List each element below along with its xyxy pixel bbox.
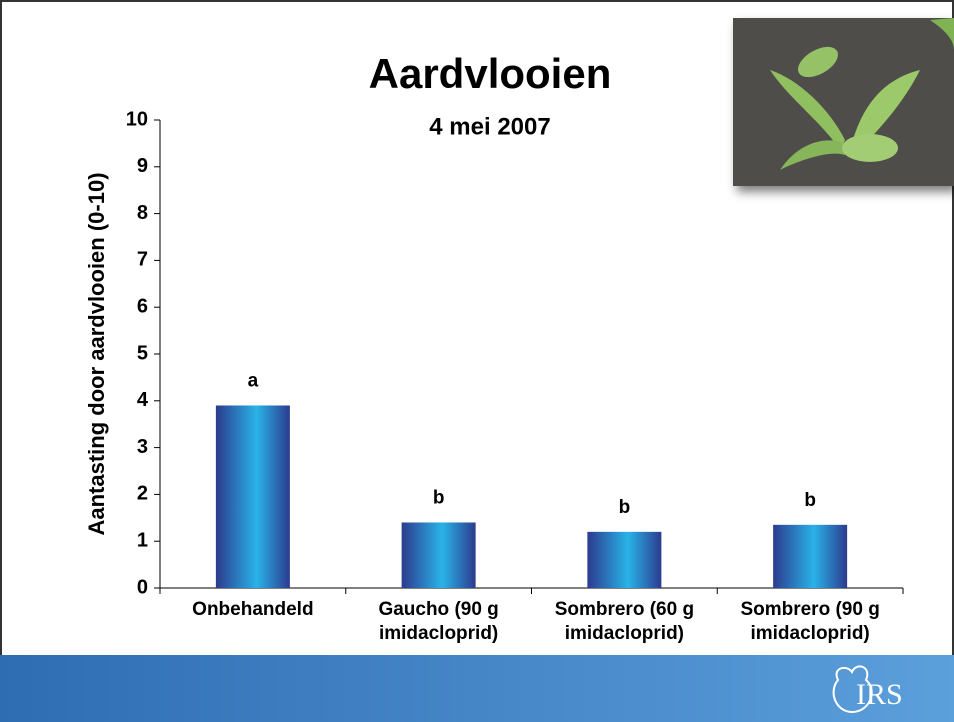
photo <box>733 18 954 186</box>
y-tick-label: 0 <box>137 576 148 598</box>
bar <box>402 522 476 588</box>
bar <box>587 532 661 588</box>
y-tick-label: 4 <box>137 389 149 411</box>
x-tick-label: Onbehandeld <box>192 599 313 620</box>
annotation: b <box>619 497 631 518</box>
y-tick-label: 1 <box>137 529 148 551</box>
chart-title: Aardvlooien <box>369 50 612 97</box>
bar <box>773 525 847 588</box>
y-tick-label: 2 <box>137 483 148 505</box>
chart-subtitle: 4 mei 2007 <box>429 113 550 140</box>
y-tick-label: 5 <box>137 342 148 364</box>
y-tick-label: 3 <box>137 436 148 458</box>
y-tick-label: 10 <box>126 108 148 130</box>
annotation: b <box>804 490 816 511</box>
y-tick-label: 7 <box>137 249 148 271</box>
logo-text: IRS <box>856 678 903 711</box>
bar <box>216 405 290 588</box>
footer-band <box>0 655 954 722</box>
y-tick-label: 9 <box>137 155 148 177</box>
slide: Aardvlooien 4 mei 2007 Aantasting door a… <box>0 0 954 722</box>
y-tick-label: 8 <box>137 202 148 224</box>
y-tick-label: 6 <box>137 295 148 317</box>
annotation: a <box>248 370 259 391</box>
y-axis-label: Aantasting door aardvlooien (0-10) <box>84 172 109 535</box>
annotation: b <box>433 487 445 508</box>
